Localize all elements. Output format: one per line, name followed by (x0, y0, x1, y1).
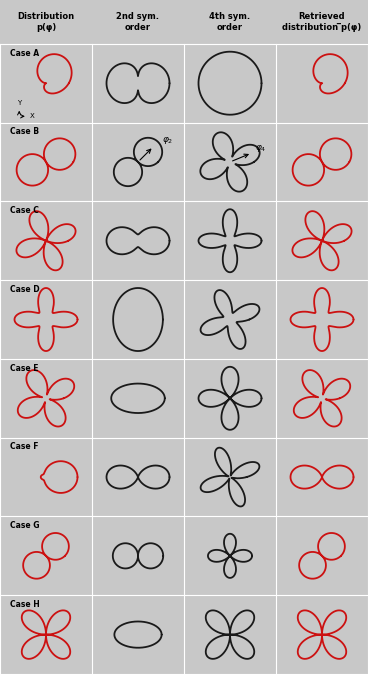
Text: Case C: Case C (10, 206, 39, 215)
Text: 2nd sym.
order: 2nd sym. order (117, 12, 159, 32)
Text: Case G: Case G (10, 521, 39, 530)
Text: $\varphi_2$: $\varphi_2$ (162, 135, 173, 146)
Text: Case D: Case D (10, 285, 39, 294)
Text: Case H: Case H (10, 600, 39, 609)
Text: Case A: Case A (10, 49, 39, 57)
Text: Distribution
p(φ): Distribution p(φ) (17, 12, 75, 32)
Text: Case F: Case F (10, 442, 38, 452)
Text: 4th sym.
order: 4th sym. order (209, 12, 251, 32)
Text: X: X (30, 113, 35, 119)
Text: Case B: Case B (10, 127, 39, 136)
Text: $\varphi_4$: $\varphi_4$ (255, 143, 266, 154)
Text: Case E: Case E (10, 364, 38, 373)
Text: Y: Y (17, 100, 21, 106)
Text: Retrieved
distribution ̅p(φ): Retrieved distribution ̅p(φ) (282, 12, 362, 32)
